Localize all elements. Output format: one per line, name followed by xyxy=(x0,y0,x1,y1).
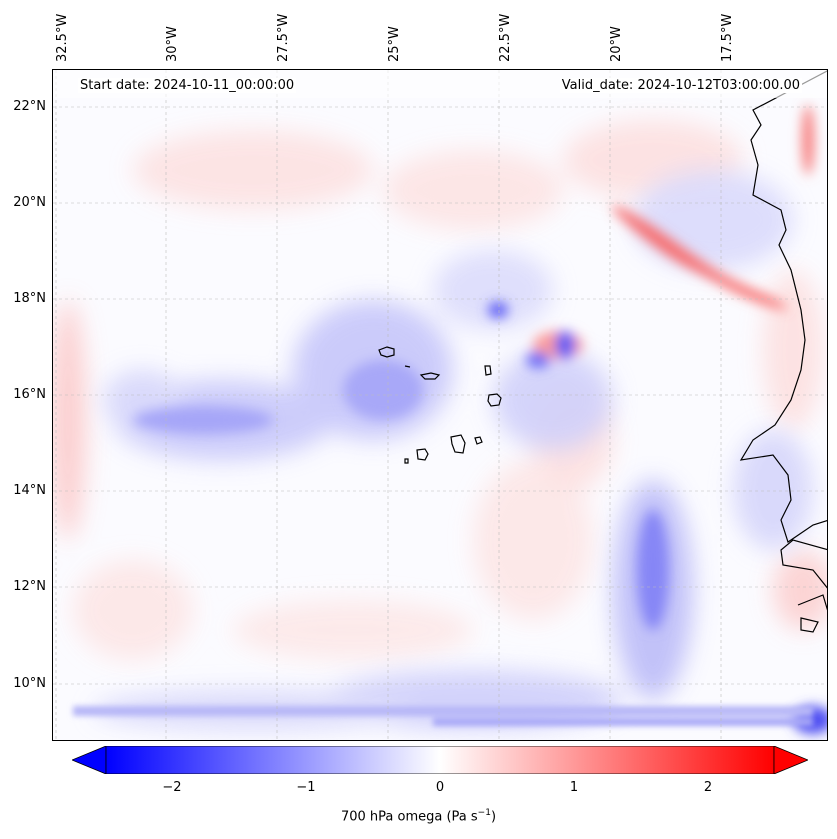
colorbar-tick-neg1: −1 xyxy=(296,780,316,795)
lat-label-18n: 18°N xyxy=(13,291,46,306)
lat-label-14n: 14°N xyxy=(13,483,46,498)
lon-label-22.5w: 22.5°W xyxy=(498,13,513,62)
colorbar-label-prefix: 700 hPa omega (Pa s xyxy=(340,809,478,825)
colorbar-tick-2: 2 xyxy=(703,780,713,795)
colorbar-tick-1: 1 xyxy=(569,780,579,795)
positive-omega-areas xyxy=(53,120,827,660)
valid-date-annotation: Valid_date: 2024-10-12T03:00:00.00 xyxy=(559,78,802,93)
lat-label-22n: 22°N xyxy=(13,99,46,114)
cape-verde-islands xyxy=(378,346,502,464)
lon-label-30w: 30°W xyxy=(165,26,180,62)
colorbar-tick-neg2: −2 xyxy=(162,780,182,795)
lat-label-12n: 12°N xyxy=(13,579,46,594)
lon-label-25w: 25°W xyxy=(387,26,402,62)
colorbar xyxy=(72,746,808,774)
gridlines xyxy=(53,70,827,740)
lon-label-17.5w: 17.5°W xyxy=(720,13,735,62)
lat-label-20n: 20°N xyxy=(13,195,46,210)
colorbar-label-suffix: ) xyxy=(490,809,497,825)
colorbar-min-extend xyxy=(72,746,107,774)
bottom-edge-band xyxy=(73,706,813,726)
lat-label-10n: 10°N xyxy=(13,676,46,691)
lat-label-16n: 16°N xyxy=(13,387,46,402)
omega-map: Start date: 2024-10-11_00:00:00 Valid_da… xyxy=(52,69,828,741)
african-coastline xyxy=(739,70,827,633)
start-date-annotation: Start date: 2024-10-11_00:00:00 xyxy=(78,78,297,93)
colorbar-label: 700 hPa omega (Pa s−1) xyxy=(0,808,837,824)
colorbar-tick-0: 0 xyxy=(435,780,445,795)
colorbar-gradient xyxy=(105,746,775,774)
map-field-svg xyxy=(53,70,827,740)
lon-label-32.5w: 32.5°W xyxy=(55,13,70,62)
colorbar-label-exponent: −1 xyxy=(477,808,491,818)
colorbar-max-extend xyxy=(773,746,808,774)
lon-label-27.5w: 27.5°W xyxy=(276,13,291,62)
lon-label-20w: 20°W xyxy=(609,26,624,62)
